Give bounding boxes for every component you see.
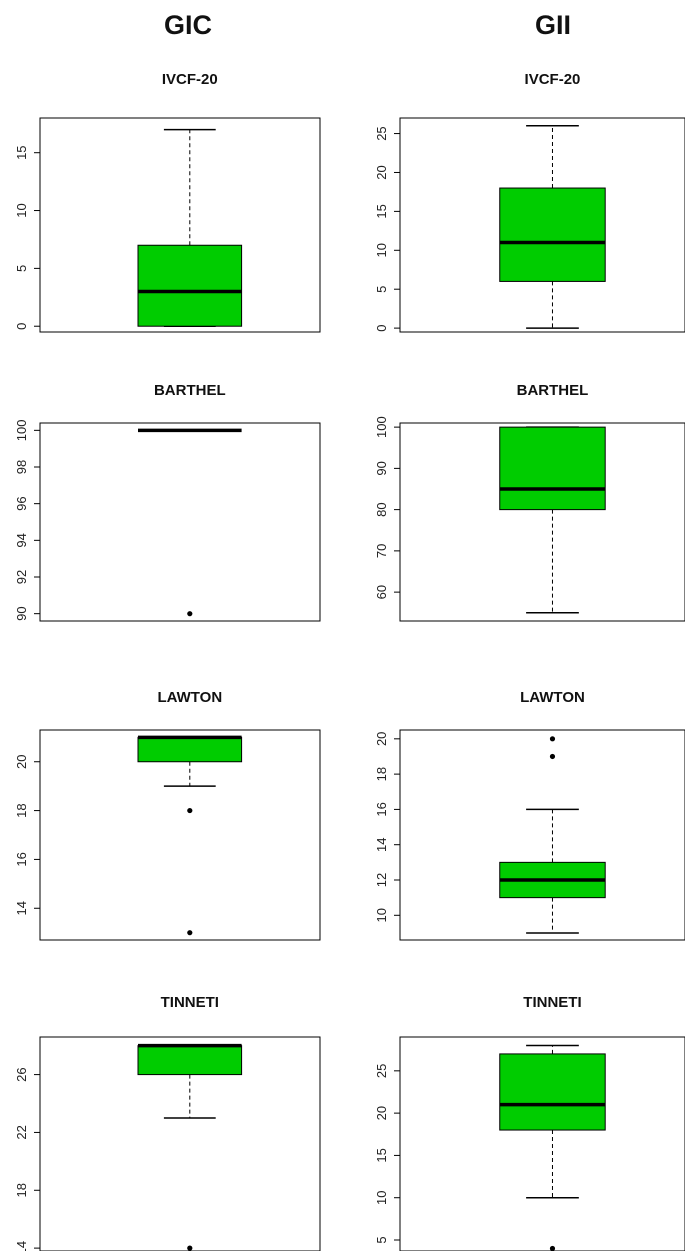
gic-lawton-box (137, 736, 243, 763)
gii-barthel-frame (399, 422, 685, 622)
gii-ivcf-20-box (499, 187, 606, 282)
gic-tinneti-ytick-label-18: 18 (14, 1183, 29, 1197)
gii-ivcf-20-ytick-label-5: 5 (374, 286, 389, 293)
gic-tinneti-box (137, 1045, 243, 1076)
gic-tinneti-ytick-label-26: 26 (14, 1067, 29, 1081)
gii-lawton-ytick-label-18: 18 (374, 767, 389, 781)
group-title-gic: GIC (163, 10, 212, 40)
gii-ivcf-20-ytick-label-20: 20 (374, 165, 389, 179)
gic-tinneti-frame (39, 1036, 321, 1251)
gic-tinneti-ytick-label-14: 14 (14, 1241, 29, 1251)
gii-lawton-ytick-label-14: 14 (374, 837, 389, 851)
gii-barthel-title: BARTHEL (517, 382, 589, 399)
gii-lawton-ytick-label-10: 10 (374, 908, 389, 922)
gii-barthel-ytick-label-80: 80 (374, 502, 389, 516)
gic-ivcf-20-ytick-label-10: 10 (14, 203, 29, 217)
gic-ivcf-20-title: IVCF-20 (162, 71, 218, 88)
gic-lawton-frame (39, 729, 321, 941)
gic-lawton-ytick-label-14: 14 (14, 901, 29, 915)
gic-ivcf-20-box (137, 244, 243, 327)
gic-barthel-title: BARTHEL (154, 382, 226, 399)
gii-tinneti-ytick-label-10: 10 (374, 1190, 389, 1204)
gii-tinneti-ytick-label-25: 25 (374, 1064, 389, 1078)
gii-tinneti-ytick-label-20: 20 (374, 1106, 389, 1120)
gii-lawton-title: LAWTON (520, 689, 585, 706)
gii-ivcf-20-title: IVCF-20 (525, 71, 581, 88)
gic-lawton-outlier-0 (187, 807, 193, 814)
gii-ivcf-20-ytick-label-25: 25 (374, 126, 389, 140)
gic-barthel-frame (39, 422, 321, 622)
gic-lawton-ytick-label-18: 18 (14, 803, 29, 817)
gic-barthel-ytick-label-94: 94 (14, 533, 29, 547)
gii-lawton-frame (399, 729, 685, 941)
gic-barthel-ytick-label-100: 100 (14, 419, 29, 441)
gii-tinneti-title: TINNETI (523, 994, 581, 1011)
gic-ivcf-20-ytick-label-0: 0 (14, 323, 29, 330)
gii-lawton-ytick-label-20: 20 (374, 732, 389, 746)
gic-barthel-ytick-label-96: 96 (14, 496, 29, 510)
gic-lawton-ytick-label-16: 16 (14, 852, 29, 866)
gii-barthel-ytick-label-90: 90 (374, 461, 389, 475)
gii-barthel-ytick-label-100: 100 (374, 416, 389, 438)
gii-tinneti-outlier-0 (549, 1245, 556, 1251)
gic-lawton-outlier-1 (187, 930, 193, 936)
gic-barthel-ytick-label-90: 90 (14, 606, 29, 620)
gii-ivcf-20-ytick-label-15: 15 (374, 204, 389, 218)
gii-barthel-box (499, 426, 606, 511)
gic-lawton-title: LAWTON (157, 689, 222, 706)
gii-lawton-ytick-label-16: 16 (374, 802, 389, 816)
gii-lawton-ytick-label-12: 12 (374, 873, 389, 887)
group-title-gii: GII (534, 10, 571, 40)
gic-ivcf-20-ytick-label-5: 5 (14, 265, 29, 272)
gic-tinneti-title: TINNETI (161, 994, 219, 1011)
gic-barthel-ytick-label-92: 92 (14, 570, 29, 584)
gic-barthel-outlier-0 (187, 611, 193, 617)
gic-lawton-ytick-label-20: 20 (14, 755, 29, 769)
gii-ivcf-20-ytick-label-10: 10 (374, 243, 389, 257)
gii-barthel-ytick-label-70: 70 (374, 544, 389, 558)
gic-tinneti-outlier-0 (187, 1245, 193, 1251)
gic-ivcf-20-ytick-label-15: 15 (14, 145, 29, 159)
gii-barthel-ytick-label-60: 60 (374, 585, 389, 599)
gic-barthel-ytick-label-98: 98 (14, 460, 29, 474)
gii-tinneti-ytick-label-5: 5 (374, 1236, 389, 1243)
gii-tinneti-frame (399, 1036, 685, 1251)
gii-lawton-outlier-1 (549, 736, 556, 742)
gii-tinneti-ytick-label-15: 15 (374, 1148, 389, 1162)
gic-ivcf-20-frame (39, 117, 321, 333)
gii-ivcf-20-frame (399, 117, 685, 333)
gic-tinneti-ytick-label-22: 22 (14, 1125, 29, 1139)
gii-tinneti-box (499, 1053, 606, 1131)
gii-lawton-outlier-0 (549, 753, 556, 760)
gii-ivcf-20-ytick-label-0: 0 (374, 324, 389, 331)
